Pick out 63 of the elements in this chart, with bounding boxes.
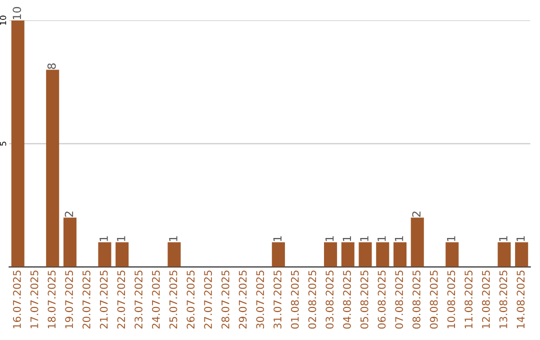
x-tick-label: 04.08.2025 <box>343 270 351 329</box>
data-label: 1 <box>516 236 525 242</box>
data-label: 1 <box>360 236 368 242</box>
x-tick-label: 11.08.2025 <box>464 270 473 328</box>
bar <box>11 20 24 267</box>
bar <box>324 242 338 267</box>
x-tick-label: 01.08.2025 <box>290 270 299 329</box>
x-tick-label: 19.07.2025 <box>65 270 73 328</box>
x-tick-label: 08.08.2025 <box>412 270 420 329</box>
data-label: 10 <box>12 7 22 20</box>
data-label: 1 <box>499 236 508 242</box>
bar <box>446 242 459 267</box>
data-label: 1 <box>394 236 404 242</box>
x-tick-label: 12.08.2025 <box>482 270 490 328</box>
bar <box>393 242 407 267</box>
bar <box>168 242 181 267</box>
data-label: 1 <box>100 236 108 242</box>
bar <box>98 242 112 267</box>
x-tick-label: 14.08.2025 <box>516 270 525 328</box>
x-tick-label: 18.07.2025 <box>48 270 56 328</box>
bar <box>116 242 129 267</box>
bar <box>515 242 528 267</box>
bar <box>63 218 76 267</box>
data-label: 2 <box>412 212 420 217</box>
x-tick-label: 24.07.2025 <box>152 270 160 329</box>
data-label: 1 <box>447 236 456 242</box>
x-tick-label: 23.07.2025 <box>134 270 142 329</box>
bar <box>358 242 372 267</box>
bar <box>46 70 60 267</box>
x-tick-label: 09.08.2025 <box>430 270 438 329</box>
x-tick-label: 05.08.2025 <box>360 270 368 329</box>
x-tick-label: 25.07.2025 <box>169 270 178 329</box>
x-tick-label: 02.08.2025 <box>308 270 316 329</box>
data-label: 1 <box>325 236 334 242</box>
x-tick-label: 29.07.2025 <box>238 270 247 329</box>
bar <box>410 218 424 267</box>
data-label: 1 <box>273 236 282 242</box>
x-tick-label: 28.07.2025 <box>221 270 230 329</box>
x-tick-label: 31.07.2025 <box>274 270 282 329</box>
x-tick-label: 03.08.2025 <box>326 270 334 329</box>
data-label: 1 <box>342 236 351 242</box>
x-tick-label: 30.07.2025 <box>256 270 264 329</box>
bar <box>376 242 390 267</box>
x-tick-label: 16.07.2025 <box>13 270 21 328</box>
x-tick-label: 26.07.2025 <box>186 270 195 329</box>
bar <box>498 242 511 267</box>
data-label: 2 <box>64 212 74 217</box>
x-tick-label: 27.07.2025 <box>204 270 212 329</box>
x-tick-label: 07.08.2025 <box>395 270 404 329</box>
x-tick-label: 10.08.2025 <box>447 270 456 328</box>
bar <box>272 242 285 267</box>
data-label: 1 <box>169 236 178 242</box>
x-tick-label: 13.08.2025 <box>499 270 508 328</box>
x-tick-label: 06.08.2025 <box>378 270 386 329</box>
x-tick-label: 21.07.2025 <box>100 270 108 329</box>
data-label: 1 <box>378 236 386 242</box>
y-tick-label: 5 <box>0 142 6 146</box>
x-tick-label: 20.07.2025 <box>82 270 90 329</box>
bar <box>341 242 354 267</box>
x-tick-label: 17.07.2025 <box>30 270 38 328</box>
data-label: 1 <box>117 236 126 242</box>
data-label: 8 <box>47 63 56 69</box>
x-tick-label: 22.07.2025 <box>117 270 126 329</box>
